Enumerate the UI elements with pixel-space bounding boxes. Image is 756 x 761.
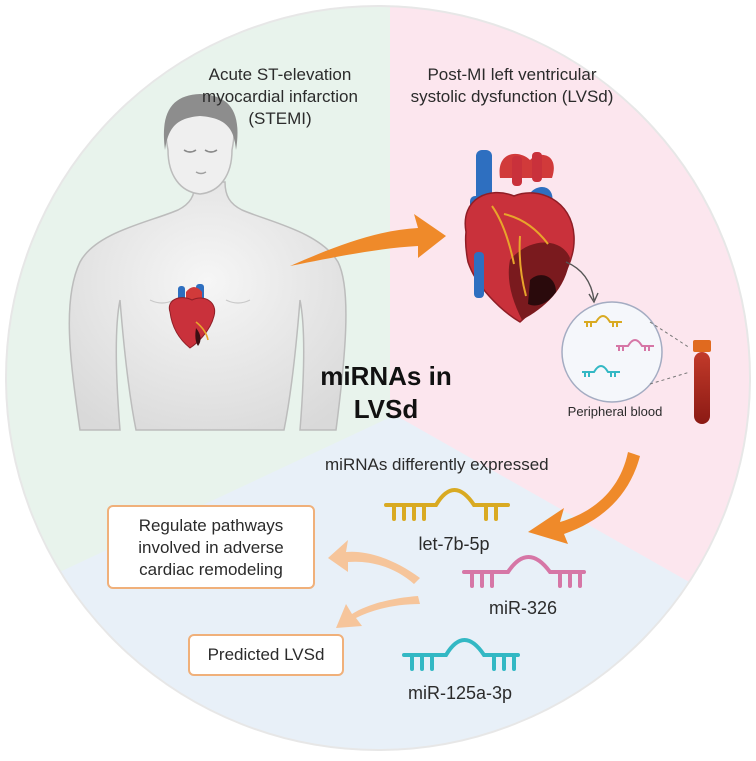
stemi-label: Acute ST-elevation myocardial infarction…: [202, 65, 358, 128]
diagram-title: miRNAs in LVSd: [320, 361, 452, 424]
blood-tube-icon: [693, 340, 711, 424]
expressed-label: miRNAs differently expressed: [325, 455, 549, 474]
mirna-let-7b-5p-glyph: [384, 488, 510, 521]
arrow-to-pathways: [328, 540, 420, 584]
lvsd-label: Post-MI left ventricular systolic dysfun…: [410, 65, 614, 106]
blood-mirna-cyan: [582, 365, 620, 377]
outcome-pathways-box: Regulate pathways involved in adverse ca…: [107, 505, 315, 589]
blood-mirna-yellow: [584, 315, 622, 327]
mirna-let-7b-5p-label: let-7b-5p: [418, 534, 490, 554]
mirna-miR-326-glyph: [462, 555, 586, 588]
arrow-to-predicted: [336, 596, 420, 628]
mirna-miR-326-label: miR-326: [488, 598, 558, 618]
mirna-miR-125a-3p-label: miR-125a-3p: [407, 683, 513, 703]
blood-to-mirna-arrow: [528, 452, 640, 544]
heart-to-blood-arrow: [565, 261, 595, 301]
progression-arrow: [290, 214, 446, 266]
blood-mirna-pink: [616, 339, 654, 351]
outcome-predicted-box: Predicted LVSd: [188, 634, 344, 676]
mirna-miR-125a-3p-glyph: [402, 638, 520, 671]
small-heart-icon: [168, 284, 216, 349]
large-heart-icon: [464, 150, 575, 323]
outer-circle: [5, 5, 751, 751]
peripheral-blood-label: Peripheral blood: [567, 404, 663, 419]
